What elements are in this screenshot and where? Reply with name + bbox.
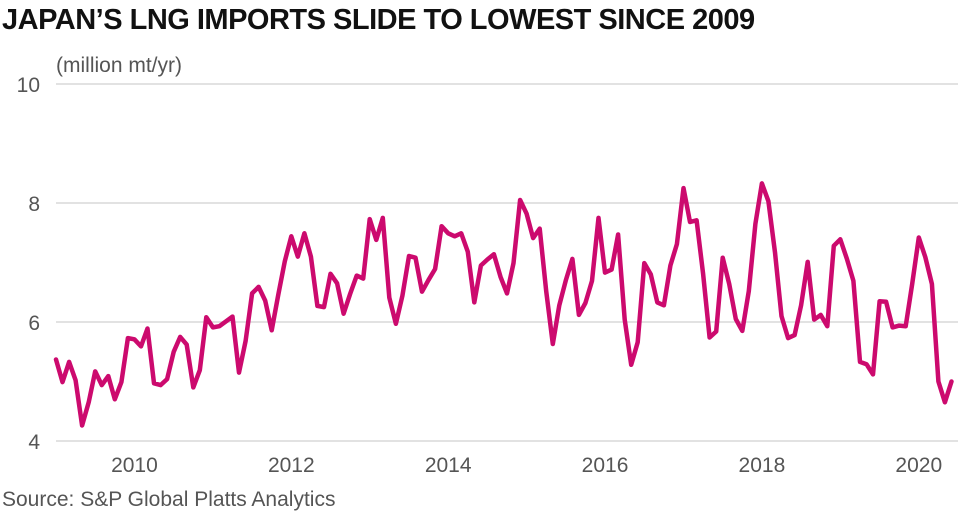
chart-title: JAPAN’S LNG IMPORTS SLIDE TO LOWEST SINC… (2, 4, 755, 36)
x-tick-label-2018: 2018 (739, 454, 786, 477)
y-axis-ticks: 10 8 6 4 (17, 74, 41, 454)
y-tick-label-4: 4 (28, 431, 40, 454)
x-tick-label-2016: 2016 (582, 454, 629, 477)
x-tick-label-2012: 2012 (268, 454, 315, 477)
x-tick-label-2014: 2014 (425, 454, 472, 477)
series-line-0 (53, 181, 954, 428)
source-note: Source: S&P Global Platts Analytics (2, 488, 336, 511)
x-tick-label-2020: 2020 (895, 454, 942, 477)
x-axis-ticks: 2010 2012 2014 2016 2018 2020 (111, 454, 942, 477)
y-tick-label-6: 6 (28, 312, 40, 335)
x-tick-label-2010: 2010 (111, 454, 158, 477)
y-tick-label-8: 8 (28, 193, 40, 216)
y-axis-unit-label: (million mt/yr) (56, 54, 182, 77)
y-tick-label-10: 10 (17, 74, 40, 97)
series-group (53, 181, 954, 428)
